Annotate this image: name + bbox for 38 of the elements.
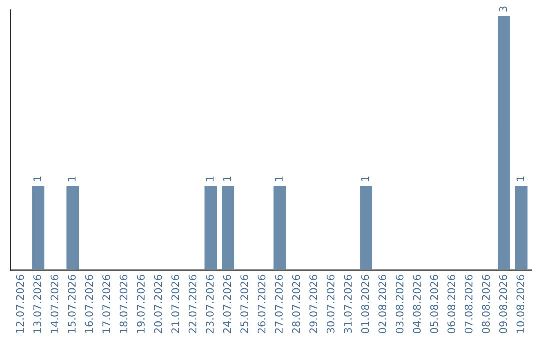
x-tick-label: 31.07.2026 [344,275,352,334]
x-tick-label: 20.07.2026 [154,275,162,334]
x-tick-label: 23.07.2026 [206,275,214,334]
data-label: 1 [362,176,370,182]
x-tick-label: 12.07.2026 [16,275,24,333]
x-tick-label: 10.08.2026 [516,275,525,333]
x-tick-label: 22.07.2026 [188,275,197,334]
x-tick-label: 19.07.2026 [137,275,145,333]
data-label: 1 [275,176,283,182]
x-tick-label: 06.08.2026 [448,275,456,334]
x-tick-label: 03.08.2026 [396,275,404,334]
x-tick-label: 24.07.2026 [223,275,232,334]
data-label: 1 [34,176,42,182]
x-tick-label: 15.07.2026 [68,275,76,333]
data-label: 3 [499,6,508,12]
x-tick-label: 17.07.2026 [102,275,110,333]
data-label: 1 [516,176,524,182]
data-label: 1 [223,176,232,182]
x-tick-label: 01.08.2026 [361,275,370,334]
x-tick-label: 14.07.2026 [50,275,59,333]
x-tick-label: 21.07.2026 [172,275,180,334]
x-tick-label: 05.08.2026 [430,275,438,334]
x-tick-label: 27.07.2026 [275,275,283,334]
x-tick-label: 25.07.2026 [240,275,248,334]
data-label: 1 [206,176,214,182]
x-tick-label: 02.08.2026 [378,275,387,334]
x-tick-label: 29.07.2026 [310,275,318,334]
x-tick-label: 04.08.2026 [413,275,422,334]
x-tick-label: 16.07.2026 [85,275,94,333]
x-tick-label: 07.08.2026 [464,275,473,334]
x-tick-label: 13.07.2026 [34,275,42,333]
x-tick-label: 18.07.2026 [120,275,128,333]
x-tick-label: 30.07.2026 [326,275,335,334]
x-tick-label: 28.07.2026 [292,275,300,334]
x-tick-label: 09.08.2026 [499,275,508,334]
x-tick-label: 08.08.2026 [482,275,490,334]
x-tick-label: 26.07.2026 [258,275,266,334]
data-label: 1 [68,176,76,182]
